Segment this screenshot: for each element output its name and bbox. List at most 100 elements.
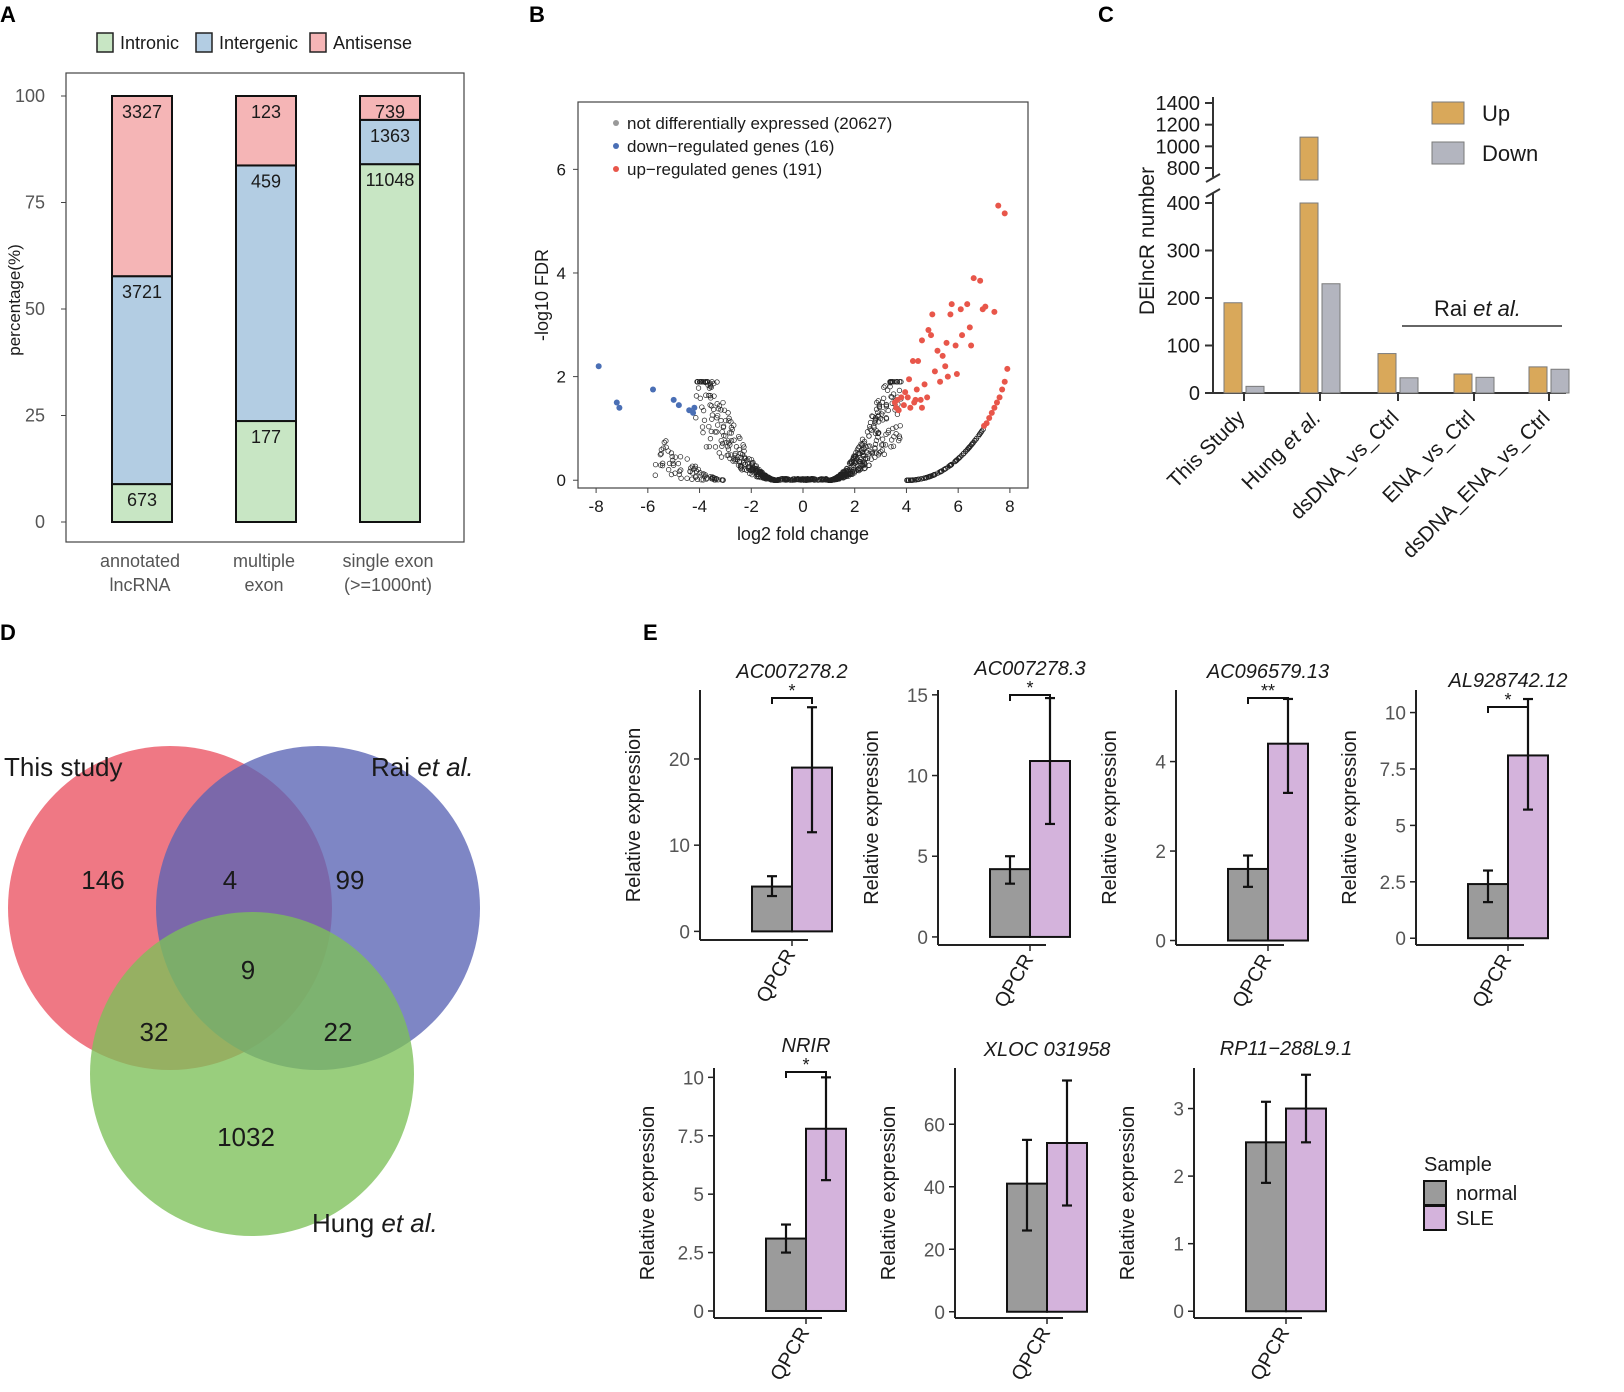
not-de-point bbox=[739, 451, 746, 458]
y-axis-label: Relative expression bbox=[878, 1106, 900, 1281]
not-de-point bbox=[710, 474, 716, 481]
not-de-point bbox=[733, 444, 740, 450]
bar-count-label: 123 bbox=[251, 102, 281, 122]
venn-count-this-study-only: 146 bbox=[81, 865, 124, 895]
not-de-point bbox=[660, 460, 666, 466]
not-de-point bbox=[688, 465, 694, 471]
up-regulated-point bbox=[909, 358, 916, 365]
bar bbox=[1399, 377, 1419, 394]
down-regulated-point bbox=[670, 396, 677, 403]
panel-label-e: E bbox=[643, 620, 658, 645]
not-de-point bbox=[889, 394, 895, 400]
not-de-point bbox=[857, 459, 863, 465]
not-de-point bbox=[706, 392, 712, 399]
x-tick-label: -8 bbox=[589, 497, 604, 516]
panel-label-d: D bbox=[0, 620, 16, 645]
not-de-point bbox=[708, 428, 714, 435]
y-tick-label: 5 bbox=[1395, 816, 1406, 837]
down-regulated-point bbox=[650, 386, 656, 393]
y-tick-label: 300 bbox=[1167, 241, 1200, 263]
legend-dot bbox=[613, 120, 619, 126]
not-de-point bbox=[905, 477, 912, 483]
not-de-point bbox=[693, 415, 699, 421]
up-regulated-point bbox=[993, 399, 1000, 406]
y-tick-label: 2.5 bbox=[1380, 873, 1406, 894]
not-de-point bbox=[740, 442, 746, 448]
y-axis-label: Relative expression bbox=[1117, 1106, 1139, 1281]
up-regulated-point bbox=[904, 394, 911, 401]
up-regulated-point bbox=[918, 337, 925, 344]
not-de-point bbox=[709, 412, 716, 418]
not-de-point bbox=[725, 446, 732, 452]
not-de-point bbox=[869, 450, 875, 457]
not-de-point bbox=[883, 416, 890, 422]
bar-segment bbox=[111, 95, 173, 278]
up-regulated-point bbox=[943, 339, 950, 346]
not-de-point bbox=[880, 417, 886, 423]
venn-count-this-study-hung: 32 bbox=[140, 1017, 169, 1047]
not-de-point bbox=[817, 476, 824, 482]
y-tick-label: 60 bbox=[924, 1115, 945, 1136]
up-regulated-point bbox=[918, 404, 925, 411]
y-tick-label: 2.5 bbox=[678, 1244, 704, 1265]
not-de-point bbox=[885, 430, 891, 436]
up-regulated-point bbox=[999, 386, 1006, 393]
not-de-point bbox=[737, 459, 743, 465]
legend-label: normal bbox=[1456, 1183, 1517, 1205]
not-de-point bbox=[879, 442, 885, 448]
bar-count-label: 11048 bbox=[366, 170, 415, 190]
bar-segment bbox=[235, 164, 297, 423]
not-de-point bbox=[799, 476, 805, 482]
legend-dot bbox=[613, 166, 619, 172]
not-de-point bbox=[846, 471, 853, 478]
not-de-point bbox=[727, 455, 733, 462]
bar bbox=[1223, 302, 1243, 394]
panel-label-a: A bbox=[0, 2, 16, 27]
x-tick-label: QPCR bbox=[1007, 1324, 1055, 1385]
y-tick-label: 20 bbox=[924, 1240, 945, 1261]
not-de-point bbox=[843, 468, 849, 474]
bar-count-label: 739 bbox=[375, 102, 405, 122]
not-de-point bbox=[721, 407, 728, 413]
not-de-point bbox=[711, 393, 717, 399]
y-tick-label: 15 bbox=[907, 686, 928, 707]
y-tick-label: 4 bbox=[557, 264, 566, 283]
up-regulated-point bbox=[928, 332, 935, 339]
y-axis-label: Relative expression bbox=[637, 1106, 659, 1281]
panel-label-b: B bbox=[529, 2, 545, 27]
bar bbox=[1475, 376, 1495, 394]
not-de-point bbox=[718, 437, 724, 444]
not-de-point bbox=[856, 444, 862, 450]
not-de-point bbox=[793, 476, 799, 483]
up-regulated-point bbox=[996, 394, 1003, 401]
not-de-point bbox=[692, 474, 699, 480]
not-de-point bbox=[888, 444, 894, 450]
venn-label-hung: Hung et al. bbox=[312, 1208, 438, 1238]
not-de-point bbox=[707, 383, 714, 390]
not-de-point bbox=[904, 477, 910, 483]
not-de-point bbox=[966, 444, 972, 451]
not-de-point bbox=[748, 457, 755, 463]
not-de-point bbox=[718, 454, 725, 460]
not-de-point bbox=[957, 454, 963, 460]
y-tick-label: 2 bbox=[1155, 842, 1166, 863]
not-de-point bbox=[857, 465, 863, 472]
not-de-point bbox=[812, 477, 819, 483]
x-tick-label: multiple bbox=[233, 551, 295, 571]
not-de-point bbox=[960, 451, 966, 457]
y-axis-label: Relative expression bbox=[1339, 730, 1361, 905]
not-de-point bbox=[863, 455, 869, 461]
not-de-point bbox=[890, 425, 896, 432]
venn-count-all-three: 9 bbox=[241, 955, 255, 985]
up-regulated-point bbox=[944, 373, 951, 380]
not-de-point bbox=[719, 440, 726, 447]
not-de-point bbox=[888, 379, 894, 385]
not-de-point bbox=[701, 417, 708, 423]
not-de-point bbox=[848, 471, 854, 477]
up-regulated-point bbox=[977, 277, 984, 284]
not-de-point bbox=[851, 468, 857, 475]
not-de-point bbox=[865, 443, 871, 449]
x-tick-label: (>=1000nt) bbox=[344, 575, 432, 595]
not-de-point bbox=[707, 436, 714, 442]
up-regulated-point bbox=[915, 358, 922, 365]
